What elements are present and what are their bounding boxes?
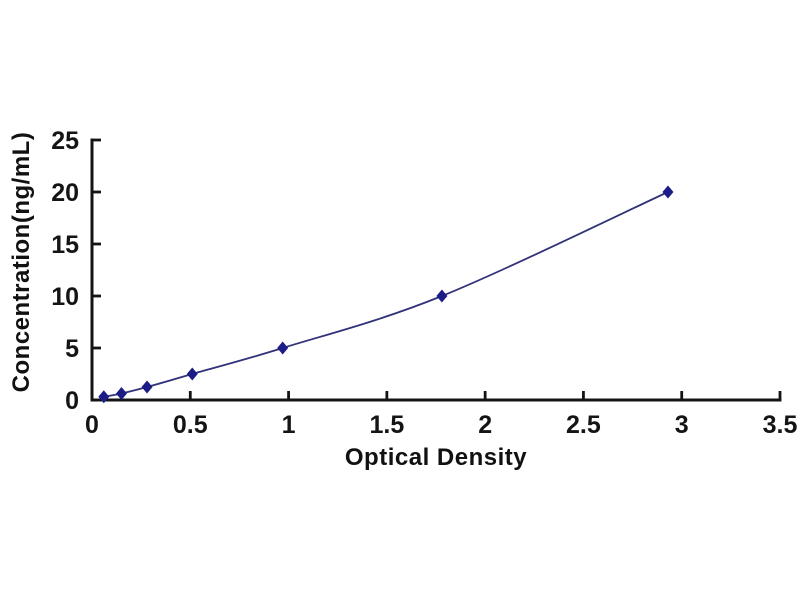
y-tick-label: 25 <box>51 127 79 155</box>
y-axis-title: Concentration(ng/mL) <box>8 131 35 393</box>
data-point-marker <box>141 380 153 394</box>
x-tick-label: 2 <box>478 411 492 439</box>
x-tick-label: 3.5 <box>763 411 798 439</box>
x-tick-label: 1.5 <box>369 411 404 439</box>
data-point-marker <box>115 386 127 400</box>
x-tick-label: 3 <box>675 411 689 439</box>
data-point-marker <box>436 289 448 303</box>
standard-curve-line <box>103 191 669 398</box>
y-tick-label: 0 <box>65 387 79 415</box>
y-tick-label: 20 <box>51 179 79 207</box>
x-tick-label: 1 <box>282 411 296 439</box>
data-point-marker <box>277 341 289 355</box>
y-tick-label: 10 <box>51 283 79 311</box>
data-point-marker <box>662 185 674 199</box>
data-point-marker <box>98 390 110 404</box>
y-tick-label: 15 <box>51 231 79 259</box>
x-tick-label: 0 <box>85 411 99 439</box>
x-tick-label: 0.5 <box>173 411 208 439</box>
x-tick-label: 2.5 <box>566 411 601 439</box>
data-point-marker <box>186 367 198 381</box>
y-tick-label: 5 <box>65 335 79 363</box>
x-axis-title: Optical Density <box>344 444 528 471</box>
